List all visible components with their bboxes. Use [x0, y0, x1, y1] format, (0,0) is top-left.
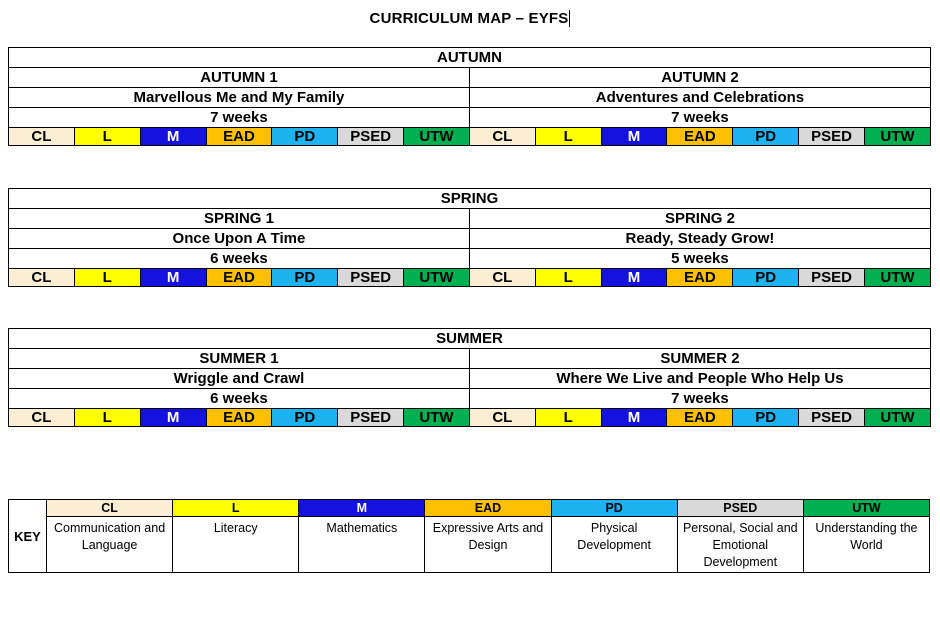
half-term-theme: Adventures and Celebrations	[468, 87, 932, 108]
subject-code-cell: M	[600, 127, 668, 146]
subject-code-cell: L	[534, 408, 602, 427]
subject-code-cell: PD	[732, 127, 800, 146]
subject-code-cell: PD	[271, 408, 339, 427]
half-term-duration: 7 weeks	[8, 107, 470, 128]
half-term-name: AUTUMN 2	[468, 67, 932, 88]
key-label: KEY	[8, 499, 47, 573]
key-description-cell: Expressive Arts and Design	[424, 516, 552, 573]
subject-code-cell: M	[600, 268, 668, 287]
subject-code-cell: PD	[732, 408, 800, 427]
key-description-cell: Communication and Language	[45, 516, 174, 573]
subject-code-cell: UTW	[863, 408, 932, 427]
subject-code-cell: CL	[468, 408, 536, 427]
subject-code-cell: CL	[8, 408, 75, 427]
half-term-theme: Where We Live and People Who Help Us	[468, 368, 932, 389]
subject-code-cell: PD	[271, 127, 339, 146]
half-term-theme: Ready, Steady Grow!	[468, 228, 932, 249]
key-code-cell: CL	[45, 499, 174, 517]
half-term-name: SUMMER 2	[468, 348, 932, 369]
subject-code-cell: CL	[8, 127, 75, 146]
subject-code-cell: EAD	[666, 127, 734, 146]
half-term-duration: 7 weeks	[468, 388, 932, 409]
season-header: SUMMER	[8, 328, 931, 349]
subject-code-cell: PD	[271, 268, 339, 287]
subject-code-cell: EAD	[666, 268, 734, 287]
subject-code-cell: EAD	[205, 268, 273, 287]
subject-code-cell: L	[73, 268, 141, 287]
half-term-duration: 6 weeks	[8, 248, 470, 269]
key-description-cell: Personal, Social and Emotional Developme…	[676, 516, 804, 573]
key-table: KEY CL L M EAD PD PSED UTW Communication…	[8, 499, 931, 573]
key-description-cell: Literacy	[172, 516, 300, 573]
key-code-cell: UTW	[802, 499, 931, 517]
key-code-cell: L	[172, 499, 300, 517]
key-code-cell: PD	[550, 499, 678, 517]
key-description-cell: Understanding the World	[802, 516, 931, 573]
subject-code-cell: CL	[468, 268, 536, 287]
subject-code-cell: M	[139, 127, 207, 146]
half-term-theme: Once Upon A Time	[8, 228, 470, 249]
subject-code-cell: CL	[468, 127, 536, 146]
subject-code-cell: PSED	[337, 408, 405, 427]
season-header: SPRING	[8, 188, 931, 209]
half-term-duration: 6 weeks	[8, 388, 470, 409]
text-cursor	[569, 10, 571, 27]
term-table-spring: SPRING SPRING 1 SPRING 2 Once Upon A Tim…	[8, 188, 932, 287]
subject-code-cell: PSED	[798, 127, 865, 146]
key-code-cell: PSED	[676, 499, 804, 517]
half-term-name: AUTUMN 1	[8, 67, 470, 88]
page-title: CURRICULUM MAP – EYFS	[0, 0, 940, 31]
term-table-summer: SUMMER SUMMER 1 SUMMER 2 Wriggle and Cra…	[8, 328, 932, 427]
subject-code-cell: EAD	[205, 408, 273, 427]
half-term-theme: Marvellous Me and My Family	[8, 87, 470, 108]
subject-code-cell: UTW	[403, 408, 470, 427]
subject-code-cell: EAD	[666, 408, 734, 427]
half-term-duration: 7 weeks	[468, 107, 932, 128]
subject-code-cell: EAD	[205, 127, 273, 146]
half-term-duration: 5 weeks	[468, 248, 932, 269]
subject-code-cell: UTW	[403, 127, 470, 146]
key-description-cell: Mathematics	[298, 516, 426, 573]
key-code-cell: EAD	[424, 499, 552, 517]
half-term-name: SPRING 2	[468, 208, 932, 229]
key-code-cell: M	[298, 499, 426, 517]
season-header: AUTUMN	[8, 47, 931, 68]
subject-code-cell: UTW	[863, 127, 932, 146]
page-title-text: CURRICULUM MAP – EYFS	[369, 10, 569, 27]
subject-code-cell: PSED	[337, 127, 405, 146]
subject-code-cell: M	[139, 408, 207, 427]
subject-code-cell: L	[73, 408, 141, 427]
half-term-theme: Wriggle and Crawl	[8, 368, 470, 389]
subject-code-cell: L	[534, 127, 602, 146]
subject-code-cell: PD	[732, 268, 800, 287]
subject-code-cell: L	[534, 268, 602, 287]
subject-code-cell: PSED	[798, 268, 865, 287]
subject-code-cell: M	[139, 268, 207, 287]
subject-code-cell: UTW	[863, 268, 932, 287]
half-term-name: SUMMER 1	[8, 348, 470, 369]
term-table-autumn: AUTUMN AUTUMN 1 AUTUMN 2 Marvellous Me a…	[8, 47, 932, 146]
key-description-cell: Physical Development	[550, 516, 678, 573]
subject-code-cell: UTW	[403, 268, 470, 287]
subject-code-cell: PSED	[798, 408, 865, 427]
subject-code-cell: PSED	[337, 268, 405, 287]
subject-code-cell: M	[600, 408, 668, 427]
subject-code-cell: CL	[8, 268, 75, 287]
subject-code-cell: L	[73, 127, 141, 146]
half-term-name: SPRING 1	[8, 208, 470, 229]
